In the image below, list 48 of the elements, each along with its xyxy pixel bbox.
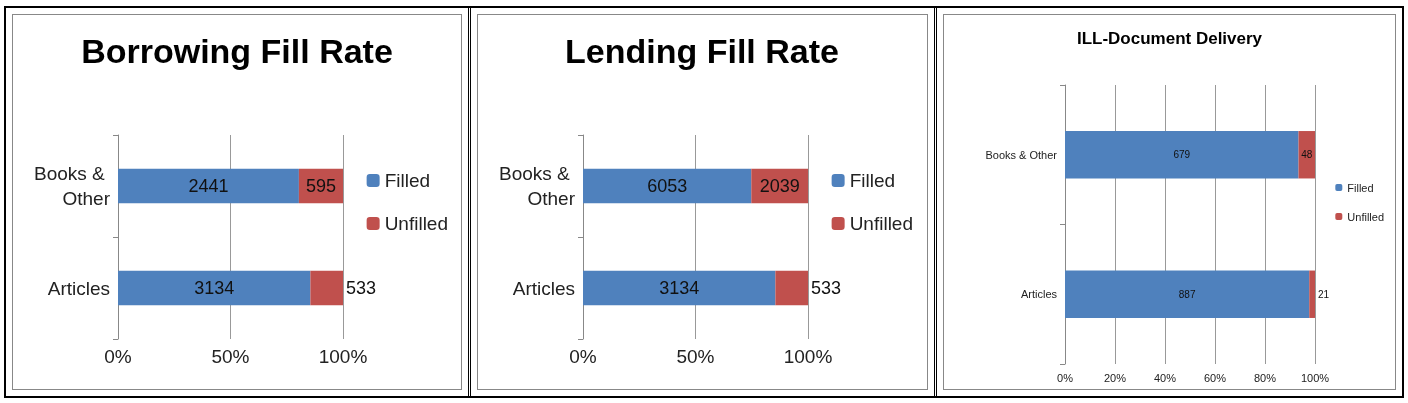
annotation: 3134 — [194, 278, 235, 298]
annotation: 2441 — [188, 176, 229, 196]
y-tick-label: Books & Other — [985, 148, 1057, 161]
x-tick-label: 0% — [104, 346, 132, 367]
x-tick-label: 0% — [1056, 371, 1073, 384]
bar — [118, 270, 311, 306]
annotation: 3134 — [659, 278, 700, 298]
x-tick-label: 40% — [1153, 371, 1176, 384]
bar — [775, 270, 809, 306]
x-tick-label: 100% — [318, 346, 368, 367]
y-tick-label: Articles — [47, 277, 110, 299]
x-tick-label: 100% — [784, 346, 833, 367]
bar — [1064, 270, 1309, 318]
annotation: 48 — [1300, 149, 1313, 161]
bar — [118, 168, 299, 204]
bar — [1064, 131, 1299, 179]
annotation: 595 — [305, 176, 336, 196]
annotation: 679 — [1173, 149, 1191, 161]
legend-label: Filled — [384, 170, 431, 191]
bar — [310, 270, 343, 306]
text: 533 — [811, 278, 842, 298]
annotation: 887 — [1178, 288, 1196, 300]
bar — [1308, 270, 1315, 318]
legend-label: Unfilled — [1346, 210, 1384, 223]
text: 533 — [346, 278, 377, 298]
legend-label: Filled — [1346, 181, 1374, 194]
y-tick-label: Articles — [1020, 288, 1058, 301]
x-tick-label: 100% — [1300, 371, 1329, 384]
x-tick-label: 20% — [1103, 371, 1126, 384]
chart-title: ILL-Document Delivery — [1076, 29, 1263, 48]
x-tick-label: 80% — [1253, 371, 1276, 384]
x-tick-label: 50% — [211, 346, 250, 367]
legend-label: Unfilled — [384, 213, 449, 234]
bar — [583, 270, 776, 306]
annotation: 6053 — [647, 176, 688, 196]
x-tick-label: 0% — [569, 346, 598, 367]
chart-title: Borrowing Fill Rate — [81, 32, 393, 70]
x-tick-label: 50% — [676, 346, 715, 367]
y-tick-label: Articles — [513, 277, 576, 299]
annotation: 2039 — [759, 176, 800, 196]
legend-label: Filled — [849, 170, 896, 191]
x-tick-label: 60% — [1203, 371, 1226, 384]
bar — [583, 168, 752, 204]
text: 21 — [1317, 288, 1330, 300]
chart-title: Lending Fill Rate — [565, 32, 840, 70]
legend-label: Unfilled — [849, 213, 914, 234]
y-tick-label: Books & Other — [33, 163, 111, 209]
y-tick-label: Books & Other — [499, 163, 576, 209]
